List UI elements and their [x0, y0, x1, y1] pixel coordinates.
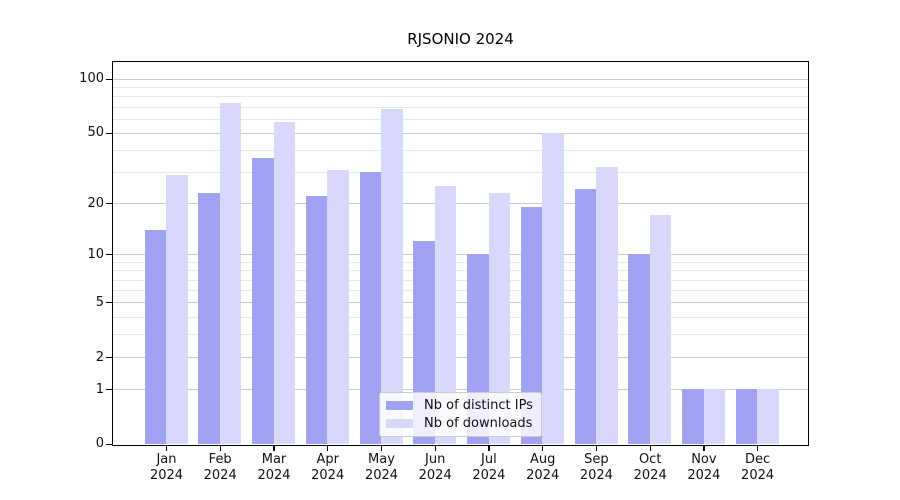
y-tick-mark [106, 356, 112, 359]
bar-ips-sep [574, 189, 596, 444]
x-tick-label-jun: Jun 2024 [418, 452, 452, 483]
x-tick-mark [542, 446, 544, 451]
y-tick-mark [106, 443, 112, 446]
bar-downloads-feb [219, 102, 242, 444]
y-tick-label: 50 [87, 125, 104, 141]
bar-ips-jan [144, 229, 167, 444]
y-tick-mark [106, 254, 112, 256]
x-tick-mark [595, 446, 598, 451]
gridline-minor [113, 106, 808, 108]
y-tick-mark [106, 202, 112, 205]
gridline-minor [113, 290, 808, 292]
gridline-minor [113, 118, 808, 120]
x-tick-mark [273, 446, 275, 451]
bar-downloads-oct [649, 215, 672, 444]
x-tick-label-apr: Apr 2024 [311, 452, 345, 483]
legend-swatch-distinct-ips [386, 400, 413, 411]
y-tick-label: 10 [87, 246, 104, 262]
x-tick-label-aug: Aug 2024 [526, 452, 560, 483]
bar-ips-dec [735, 389, 758, 444]
y-tick-label: 0 [95, 436, 104, 452]
gridline-minor [113, 172, 808, 174]
gridline-minor [113, 87, 808, 89]
y-tick-label: 20 [87, 195, 104, 211]
y-tick-mark [106, 78, 112, 80]
bar-ips-nov [682, 389, 704, 444]
bar-downloads-may [381, 109, 403, 444]
y-tick-label: 5 [95, 294, 104, 310]
bar-downloads-jun [434, 186, 457, 444]
bar-ips-feb [198, 192, 220, 444]
x-tick-label-feb: Feb 2024 [203, 452, 237, 483]
chart-title: RJSONIO 2024 [407, 30, 514, 48]
x-tick-mark [219, 446, 221, 451]
bar-ips-aug [520, 207, 543, 444]
legend-label-distinct-ips: Nb of distinct IPs [424, 398, 533, 413]
gridline-minor [113, 150, 808, 152]
x-tick-mark [165, 446, 168, 451]
legend-label-downloads: Nb of downloads [424, 416, 533, 431]
y-tick-label: 2 [95, 349, 104, 365]
gridline-major [113, 357, 808, 359]
gridline-major [113, 78, 808, 80]
gridline-minor [113, 261, 808, 263]
bar-downloads-mar [273, 121, 296, 444]
x-tick-label-mar: Mar 2024 [257, 452, 291, 483]
legend: Nb of distinct IPs Nb of downloads [379, 392, 542, 437]
bar-downloads-nov [703, 389, 725, 444]
x-tick-label-nov: Nov 2024 [687, 452, 721, 483]
y-tick-mark [106, 302, 112, 304]
bar-downloads-dec [757, 389, 779, 444]
gridline-minor [113, 334, 808, 336]
bar-downloads-jul [488, 192, 510, 444]
bar-ips-oct [628, 254, 650, 444]
x-tick-label-oct: Oct 2024 [633, 452, 667, 483]
x-tick-mark [434, 446, 436, 451]
gridline-minor [113, 270, 808, 272]
x-tick-mark [703, 446, 705, 451]
y-tick-label: 100 [79, 71, 104, 87]
legend-item-distinct-ips: Nb of distinct IPs [386, 398, 533, 413]
y-tick-label: 1 [95, 381, 104, 397]
x-tick-mark [649, 446, 651, 451]
bar-downloads-apr [327, 169, 349, 444]
plot-area [112, 61, 809, 446]
legend-swatch-downloads [386, 418, 413, 429]
gridline-major [113, 203, 808, 205]
legend-item-downloads: Nb of downloads [386, 416, 533, 431]
x-tick-label-dec: Dec 2024 [741, 452, 775, 483]
y-tick-mark [106, 132, 112, 135]
x-tick-label-jan: Jan 2024 [149, 452, 184, 483]
y-tick-mark [106, 388, 112, 391]
bar-downloads-jan [166, 175, 188, 444]
x-tick-mark [488, 446, 490, 451]
gridline-minor [113, 279, 808, 281]
gridline-major [113, 254, 808, 256]
x-tick-mark [756, 446, 759, 451]
x-tick-mark [380, 446, 383, 451]
bar-ips-apr [305, 196, 328, 444]
bar-downloads-sep [596, 167, 618, 444]
gridline-major [113, 389, 808, 391]
x-tick-mark [327, 446, 329, 451]
bar-ips-may [359, 172, 382, 444]
gridline-major [113, 302, 808, 304]
x-tick-label-may: May 2024 [364, 452, 399, 483]
gridline-minor [113, 96, 808, 98]
gridline-minor [113, 316, 808, 318]
bar-ips-mar [252, 158, 274, 444]
x-tick-label-jul: Jul 2024 [472, 452, 506, 483]
x-tick-label-sep: Sep 2024 [579, 452, 613, 483]
bar-downloads-aug [542, 133, 564, 444]
gridline-major [113, 133, 808, 134]
